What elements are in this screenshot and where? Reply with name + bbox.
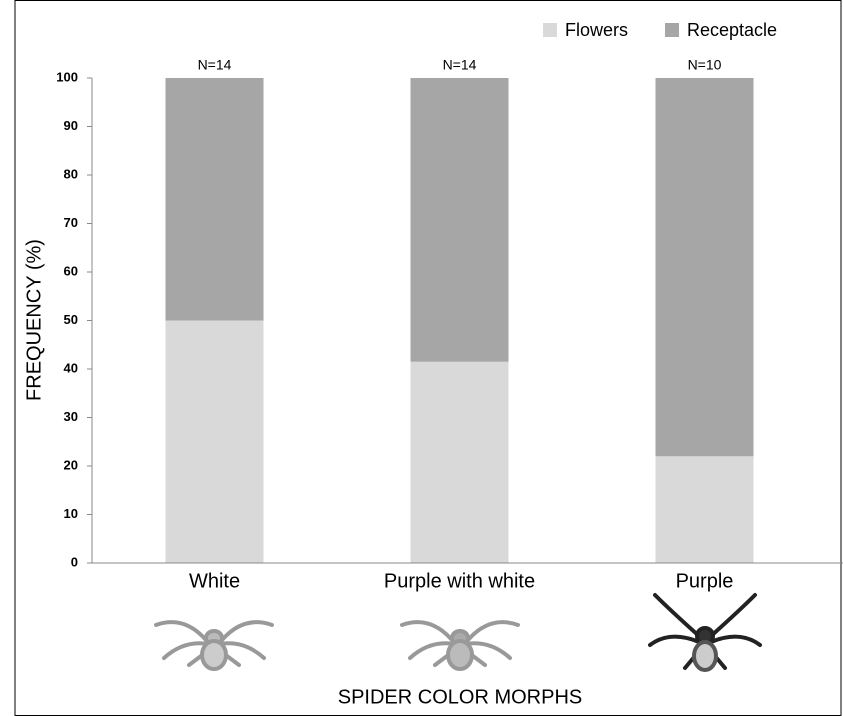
x-axis-title: SPIDER COLOR MORPHS xyxy=(338,686,582,708)
bar-segment xyxy=(656,78,754,456)
bar-label: N=14 xyxy=(198,57,232,73)
y-tick-label: 0 xyxy=(71,554,78,569)
y-tick-label: 20 xyxy=(64,457,78,472)
y-tick-label: 60 xyxy=(64,263,78,278)
y-tick-label: 40 xyxy=(64,360,78,375)
y-tick-label: 90 xyxy=(64,118,78,133)
bar-segment xyxy=(411,362,509,563)
bar-label: N=14 xyxy=(443,57,477,73)
legend-swatch xyxy=(543,23,557,37)
bar-segment xyxy=(656,456,754,563)
y-tick-label: 100 xyxy=(56,69,78,84)
bar-segment xyxy=(166,321,264,564)
y-tick-label: 70 xyxy=(64,215,78,230)
spider-icons xyxy=(156,595,760,670)
page: FREQUENCY (%) SPIDER COLOR MORPHS 0 10 20 3… xyxy=(0,0,843,716)
spider-purple-white xyxy=(402,622,518,669)
spider-white xyxy=(156,622,272,669)
bar-segment xyxy=(166,78,264,321)
y-axis-title: FREQUENCY (%) xyxy=(23,239,45,401)
y-tick-label: 10 xyxy=(64,506,78,521)
y-tick-label: 80 xyxy=(64,166,78,181)
chart: FREQUENCY (%) SPIDER COLOR MORPHS 0 10 20 3… xyxy=(0,0,843,716)
x-tick-label: Purple with white xyxy=(384,570,535,592)
legend-swatch xyxy=(665,23,679,37)
legend-label: Receptacle xyxy=(687,20,777,40)
x-tick-label: White xyxy=(189,570,240,592)
spider-purple xyxy=(650,595,760,670)
bar-label: N=10 xyxy=(688,57,722,73)
y-tick-label: 30 xyxy=(64,409,78,424)
x-tick-label: Purple xyxy=(676,570,734,592)
bar-segment xyxy=(411,78,509,362)
y-tick-label: 50 xyxy=(64,312,78,327)
legend-label: Flowers xyxy=(565,20,628,40)
